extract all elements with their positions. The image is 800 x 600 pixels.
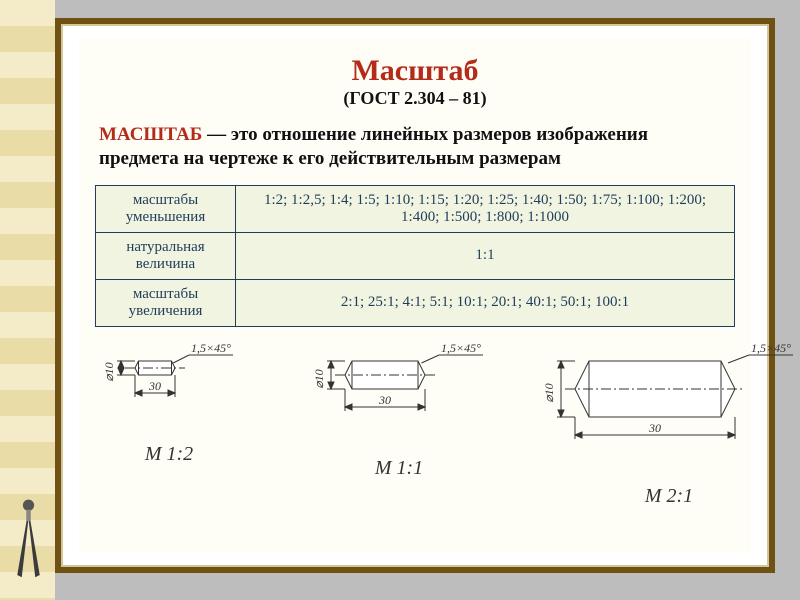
scale-drawings: ⌀10 30 1,5×45° М 1:2: [93, 335, 737, 525]
svg-text:⌀10: ⌀10: [102, 362, 116, 381]
compass-icon: [6, 494, 51, 584]
slide-content: Масштаб (ГОСТ 2.304 – 81) МАСШТАБ — это …: [79, 38, 751, 553]
row-header: натуральная величина: [96, 232, 236, 279]
row-value: 1:1: [236, 232, 735, 279]
row-header: масштабы увеличения: [96, 279, 236, 326]
svg-text:30: 30: [648, 421, 661, 435]
drawing-small: ⌀10 30 1,5×45° М 1:2: [93, 335, 245, 466]
page-subtitle: (ГОСТ 2.304 – 81): [79, 88, 751, 109]
page-title: Масштаб: [79, 38, 751, 88]
slide-frame: Масштаб (ГОСТ 2.304 – 81) МАСШТАБ — это …: [55, 18, 775, 573]
table-row: масштабы увеличения 2:1; 25:1; 4:1; 5:1;…: [96, 279, 735, 326]
table-row: натуральная величина 1:1: [96, 232, 735, 279]
row-value: 2:1; 25:1; 4:1; 5:1; 10:1; 20:1; 40:1; 5…: [236, 279, 735, 326]
row-header: масштабы уменьшения: [96, 185, 236, 232]
definition-lead: МАСШТАБ: [99, 124, 202, 145]
svg-text:⌀10: ⌀10: [542, 383, 556, 402]
svg-text:⌀10: ⌀10: [312, 369, 326, 388]
svg-text:30: 30: [148, 379, 161, 393]
svg-text:1,5×45°: 1,5×45°: [191, 341, 231, 355]
svg-text:1,5×45°: 1,5×45°: [441, 341, 481, 355]
scale-table: масштабы уменьшения 1:2; 1:2,5; 1:4; 1:5…: [95, 185, 735, 327]
definition-paragraph: МАСШТАБ — это отношение линейных размеро…: [79, 109, 751, 181]
svg-text:30: 30: [378, 393, 391, 407]
table-row: масштабы уменьшения 1:2; 1:2,5; 1:4; 1:5…: [96, 185, 735, 232]
svg-text:1,5×45°: 1,5×45°: [751, 341, 791, 355]
row-value: 1:2; 1:2,5; 1:4; 1:5; 1:10; 1:15; 1:20; …: [236, 185, 735, 232]
drawing-large: ⌀10 30 1,5×45° М 2:1: [533, 335, 800, 508]
drawing-medium: ⌀10 30 1,5×45° М 1:1: [303, 335, 495, 480]
